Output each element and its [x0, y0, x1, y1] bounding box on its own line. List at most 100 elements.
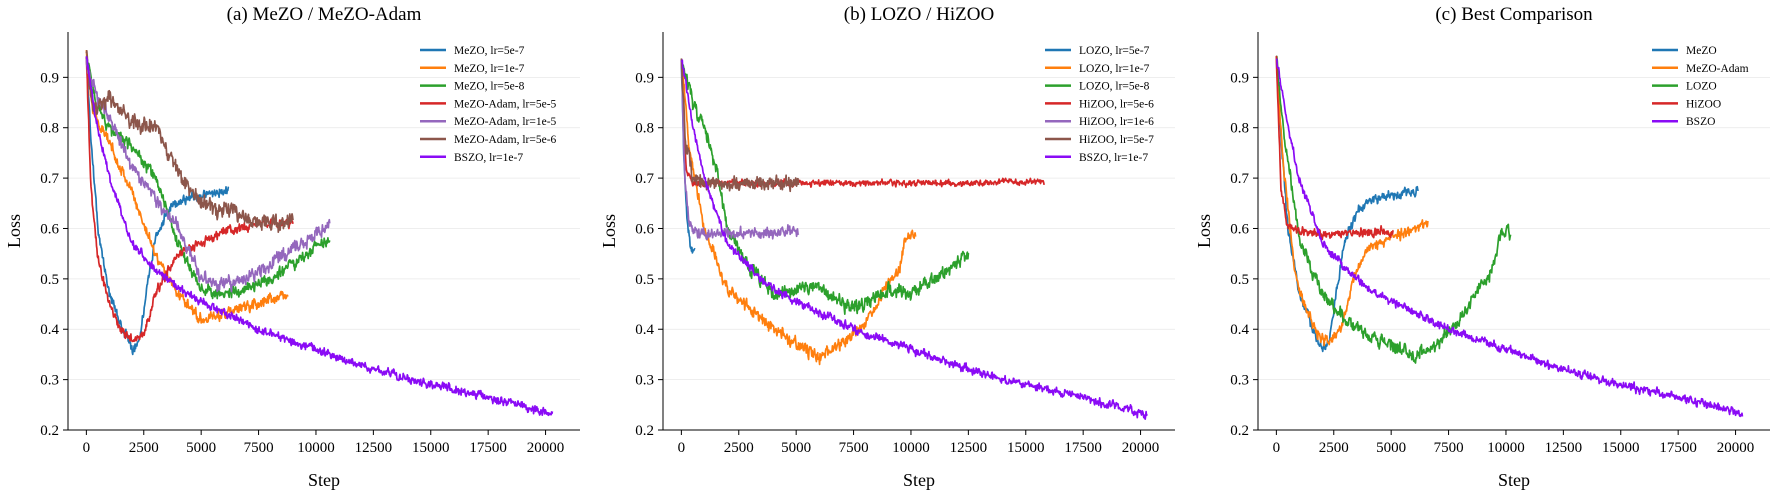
- x-tick-label: 20000: [527, 440, 565, 456]
- series-line-bszo-lr-1e-7: [680, 59, 1149, 420]
- y-tick-label: 0.5: [40, 272, 59, 288]
- legend-entry: LOZO, lr=5e-7: [1045, 45, 1150, 57]
- x-tick-label: 10000: [297, 440, 335, 456]
- panel-1: (a) MeZO / MeZO-Adam 0 2500 5000 7500 10000 12…: [4, 4, 580, 490]
- x-tick-label: 20000: [1717, 440, 1755, 456]
- y-tick-label: 0.7: [635, 171, 654, 187]
- y-tick-label: 0.8: [1230, 121, 1249, 137]
- y-tick-label: 0.2: [1230, 423, 1249, 439]
- x-tick-label: 5000: [186, 440, 216, 456]
- legend-entry: LOZO: [1652, 81, 1717, 93]
- y-tick-label: 0.9: [40, 70, 59, 86]
- series-line-lozo-lr-1e-7: [680, 60, 917, 366]
- y-axis-title: Loss: [1194, 214, 1214, 248]
- legend-label: MeZO-Adam, lr=5e-6: [454, 134, 557, 146]
- series-line-mezo-lr-5e-8: [85, 55, 331, 300]
- series-group: [1275, 55, 1744, 418]
- legend-label: BSZO: [1686, 116, 1715, 128]
- y-tick-label: 0.9: [635, 70, 654, 86]
- x-tick-label: 20000: [1122, 440, 1160, 456]
- x-tick-label: 2500: [724, 440, 754, 456]
- y-tick-label: 0.5: [635, 272, 654, 288]
- y-tick-label: 0.2: [635, 423, 654, 439]
- x-tick-label: 2500: [1319, 440, 1349, 456]
- x-tick-label: 12500: [1545, 440, 1583, 456]
- legend-entry: LOZO, lr=5e-8: [1045, 81, 1150, 93]
- y-axis-title: Loss: [4, 214, 24, 248]
- y-tick-label: 0.3: [40, 373, 59, 389]
- x-tick-label: 10000: [1487, 440, 1525, 456]
- x-tick-label: 17500: [1064, 440, 1102, 456]
- legend-entry: MeZO: [1652, 45, 1717, 57]
- y-tick-label: 0.6: [40, 221, 59, 237]
- y-tick-label: 0.8: [40, 121, 59, 137]
- x-tick-label: 7500: [244, 440, 274, 456]
- y-tick-label: 0.9: [1230, 70, 1249, 86]
- x-tick-label: 0: [1273, 440, 1281, 456]
- series-line-bszo: [1275, 58, 1744, 418]
- legend-entry: HiZOO: [1652, 98, 1721, 110]
- legend-entry: MeZO-Adam, lr=5e-5: [420, 98, 557, 110]
- legend-entry: BSZO, lr=1e-7: [420, 152, 523, 164]
- legend-entry: LOZO, lr=1e-7: [1045, 63, 1150, 75]
- y-tick-label: 0.7: [1230, 171, 1249, 187]
- series-line-hizoo-lr-5e-7: [680, 58, 800, 193]
- y-tick-label: 0.4: [1230, 322, 1249, 338]
- y-tick-label: 0.6: [1230, 221, 1249, 237]
- x-tick-label: 2500: [129, 440, 159, 456]
- y-tick-label: 0.8: [635, 121, 654, 137]
- x-axis-title: Step: [308, 470, 340, 490]
- legend-entry: HiZOO, lr=5e-7: [1045, 134, 1154, 146]
- legend-label: MeZO, lr=1e-7: [454, 63, 525, 75]
- legend-entry: MeZO-Adam, lr=1e-5: [420, 116, 557, 128]
- legend-label: MeZO-Adam: [1686, 63, 1749, 75]
- x-tick-label: 17500: [1659, 440, 1697, 456]
- legend: LOZO, lr=5e-7 LOZO, lr=1e-7 LOZO, lr=5e-8 H…: [1045, 45, 1154, 164]
- legend-label: HiZOO, lr=1e-6: [1079, 116, 1154, 128]
- series-line-hizoo-lr-5e-6: [680, 59, 1045, 189]
- series-line-lozo: [1275, 55, 1512, 364]
- series-line-mezo-adam-lr-1e-5: [85, 58, 331, 293]
- legend-label: BSZO, lr=1e-7: [1079, 152, 1148, 164]
- x-tick-label: 5000: [1376, 440, 1406, 456]
- y-tick-label: 0.4: [40, 322, 59, 338]
- x-tick-label: 7500: [1434, 440, 1464, 456]
- x-tick-label: 7500: [839, 440, 869, 456]
- legend-entry: MeZO-Adam: [1652, 63, 1749, 75]
- y-tick-label: 0.5: [1230, 272, 1249, 288]
- legend: MeZO, lr=5e-7 MeZO, lr=1e-7 MeZO, lr=5e-8 M…: [420, 45, 557, 164]
- legend-label: MeZO: [1686, 45, 1717, 57]
- panel-3: (c) Best Comparison 0 2500 5000 7500 10000 125…: [1194, 4, 1770, 490]
- x-axis-title: Step: [1498, 470, 1530, 490]
- legend-entry: BSZO: [1652, 116, 1715, 128]
- legend-label: HiZOO, lr=5e-6: [1079, 98, 1154, 110]
- legend-label: MeZO, lr=5e-8: [454, 81, 525, 93]
- x-tick-label: 17500: [469, 440, 507, 456]
- series-group: [85, 50, 554, 417]
- x-tick-label: 15000: [1007, 440, 1045, 456]
- panel-title: (a) MeZO / MeZO-Adam: [227, 4, 422, 25]
- legend-entry: MeZO, lr=5e-8: [420, 81, 525, 93]
- y-tick-label: 0.2: [40, 423, 59, 439]
- x-tick-label: 15000: [1602, 440, 1640, 456]
- y-tick-label: 0.7: [40, 171, 59, 187]
- legend-label: BSZO, lr=1e-7: [454, 152, 523, 164]
- legend-label: MeZO, lr=5e-7: [454, 45, 525, 57]
- x-tick-label: 15000: [412, 440, 450, 456]
- series-line-bszo-lr-1e-7: [85, 56, 554, 417]
- legend-entry: MeZO, lr=5e-7: [420, 45, 525, 57]
- series-line-mezo-adam: [1275, 59, 1429, 347]
- y-tick-label: 0.4: [635, 322, 654, 338]
- series-line-mezo-lr-1e-7: [85, 50, 289, 324]
- x-tick-label: 10000: [892, 440, 930, 456]
- x-tick-label: 0: [678, 440, 686, 456]
- legend-label: MeZO-Adam, lr=5e-5: [454, 98, 557, 110]
- x-axis-title: Step: [903, 470, 935, 490]
- y-tick-label: 0.3: [1230, 373, 1249, 389]
- series-line-mezo-adam-lr-5e-6: [85, 50, 294, 234]
- legend-label: LOZO, lr=1e-7: [1079, 63, 1150, 75]
- x-tick-label: 12500: [950, 440, 988, 456]
- legend-entry: HiZOO, lr=1e-6: [1045, 116, 1154, 128]
- legend-entry: MeZO-Adam, lr=5e-6: [420, 134, 557, 146]
